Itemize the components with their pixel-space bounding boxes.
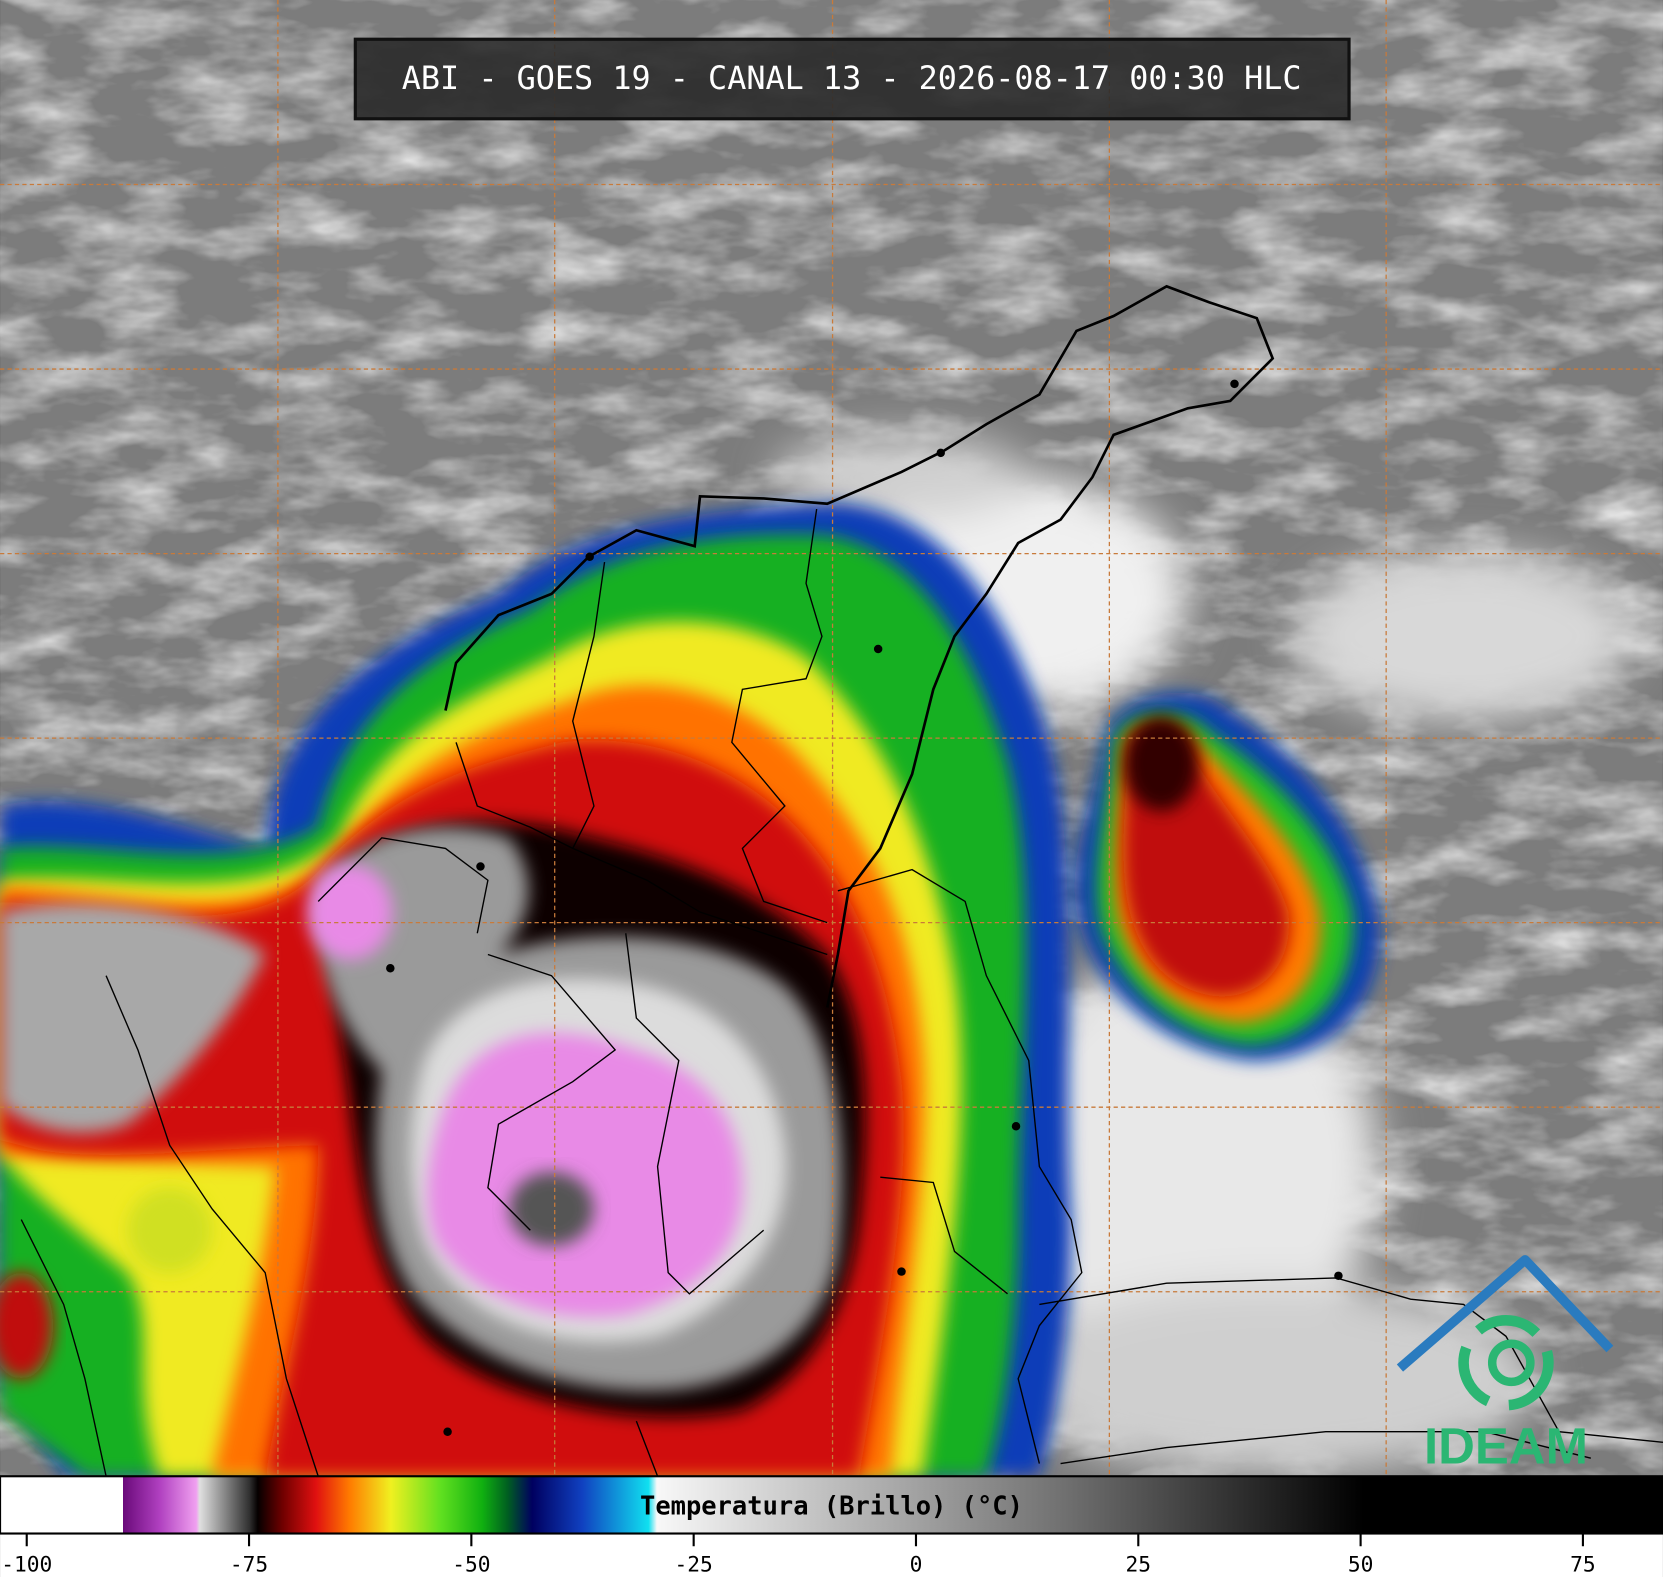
boundaries — [20, 284, 1663, 1477]
colorbar — [0, 1475, 1663, 1535]
colorbar-ticks: -100 -75 -50 -25 0 25 50 75 — [1, 1533, 1596, 1577]
graticule — [0, 0, 1663, 1477]
title: ABI - GOES 19 - CANAL 13 - 2026-08-17 00… — [402, 59, 1302, 97]
main-storm — [0, 503, 1072, 1477]
logo-text: IDEAM — [1424, 1418, 1588, 1475]
logo: IDEAM — [1396, 1255, 1614, 1475]
city-markers — [386, 379, 1343, 1436]
tick-label: 50 — [1348, 1553, 1374, 1577]
colorbar-label: Temperatura (Brillo) (°C) — [640, 1491, 1023, 1521]
tick-label: -50 — [452, 1553, 490, 1577]
tick-label: -100 — [1, 1553, 52, 1577]
title-box — [353, 37, 1351, 121]
tick-label: -75 — [230, 1553, 268, 1577]
secondary-storm — [1074, 692, 1381, 1061]
tick-area — [0, 1534, 1663, 1577]
tick-label: 25 — [1126, 1553, 1152, 1577]
tick-label: 0 — [910, 1553, 923, 1577]
tick-label: -25 — [675, 1553, 713, 1577]
tick-label: 75 — [1570, 1553, 1596, 1577]
